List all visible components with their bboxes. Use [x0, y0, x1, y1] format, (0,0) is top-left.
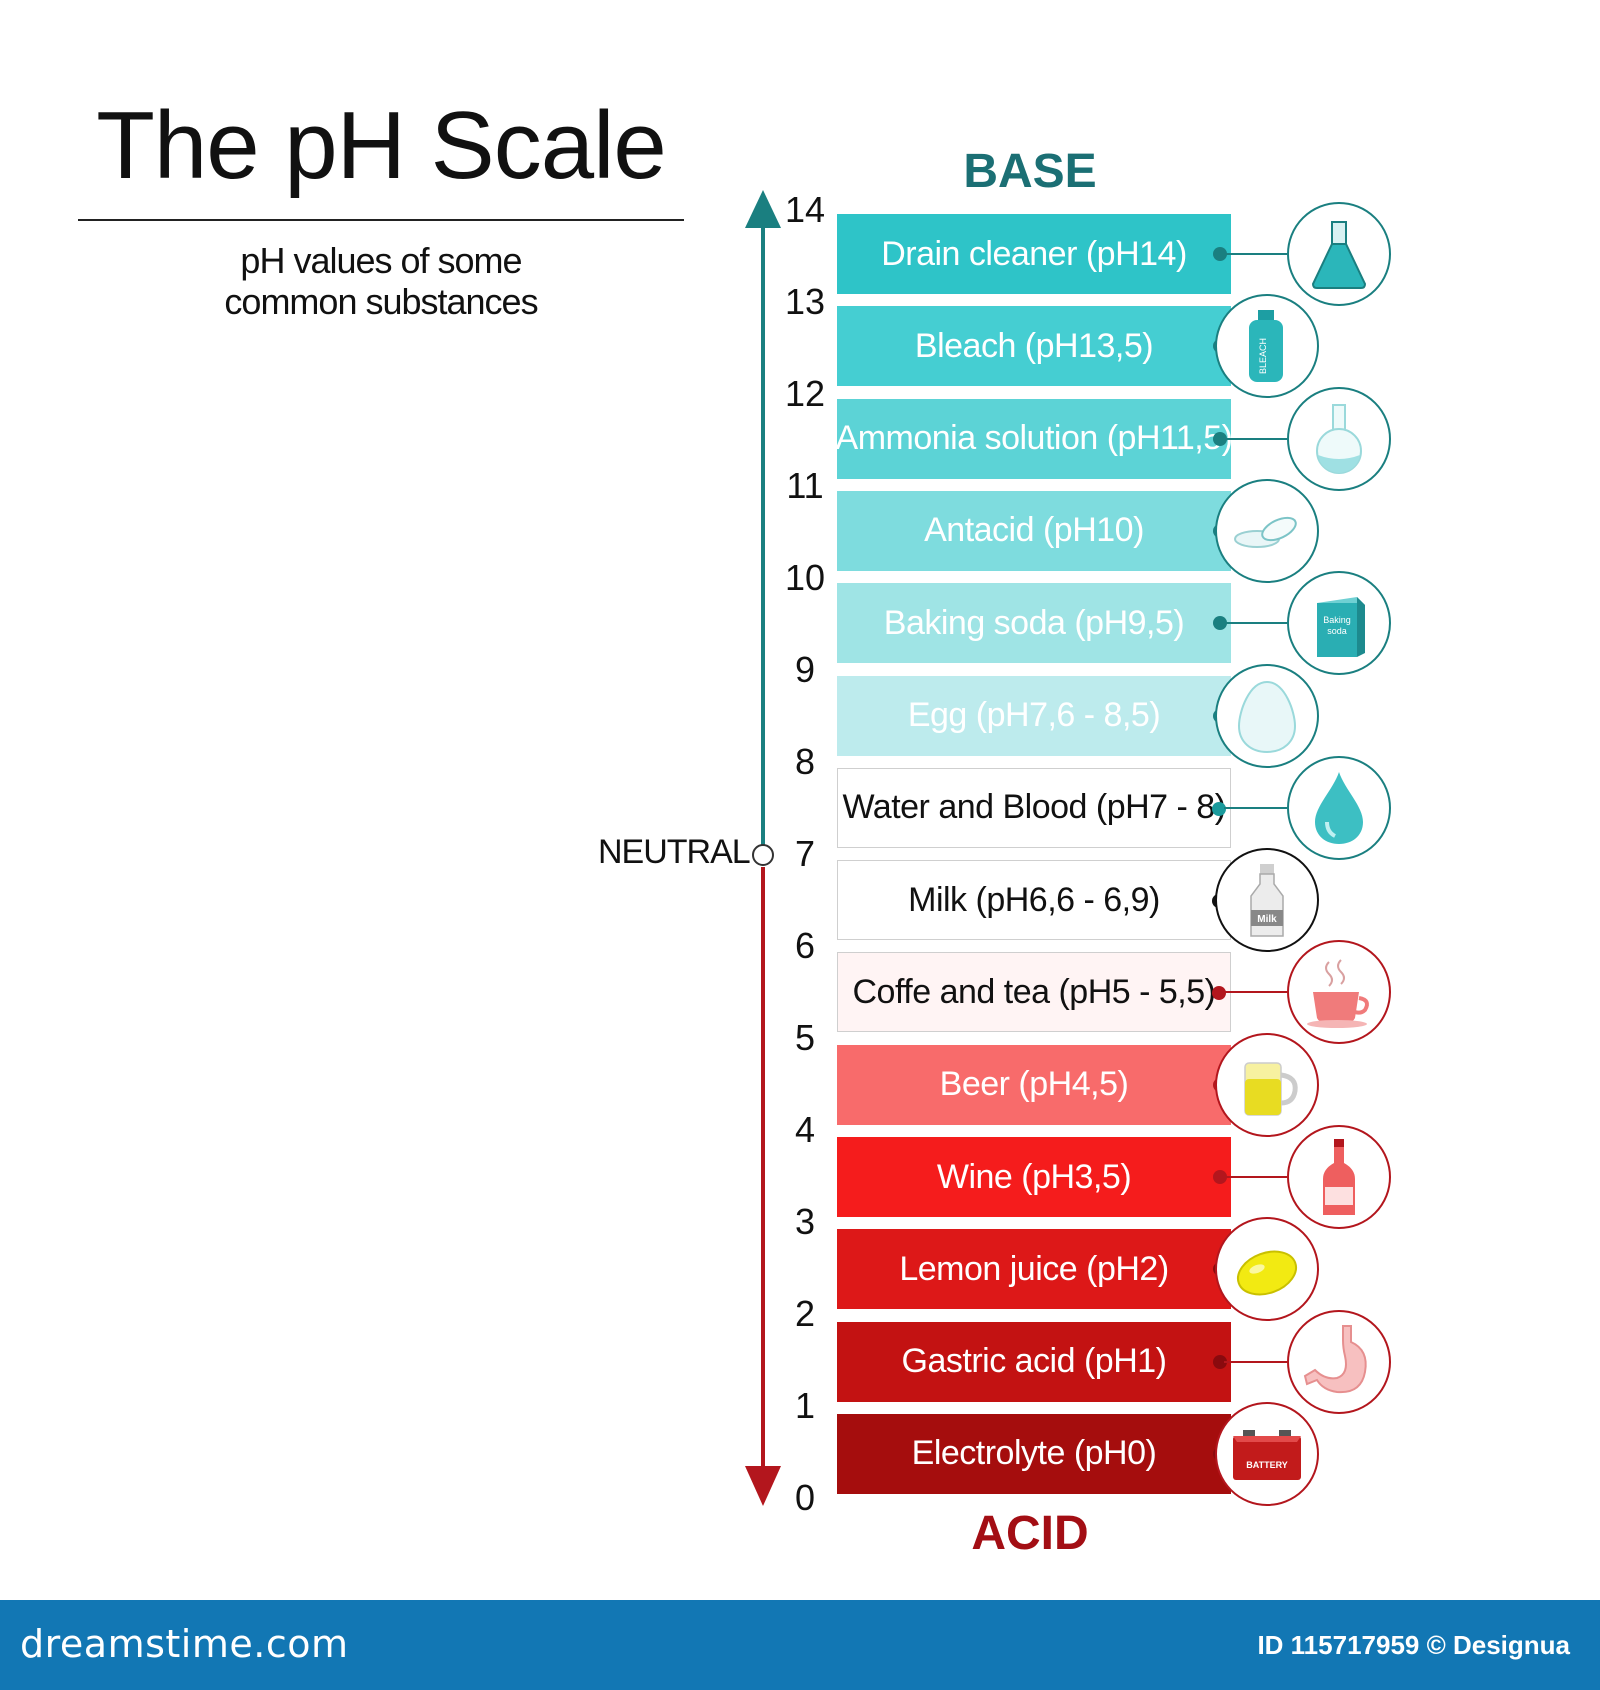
bleach-bottle-icon: BLEACH — [1215, 294, 1319, 399]
substance-label: Drain cleaner (pH14) — [881, 234, 1187, 273]
substance-bar: Beer (pH4,5) — [837, 1044, 1231, 1125]
wine-bottle-icon — [1287, 1125, 1391, 1229]
svg-text:BLEACH: BLEACH — [1258, 338, 1268, 374]
neutral-point — [752, 844, 774, 866]
axis-tick-8: 8 — [794, 741, 816, 782]
substance-bar: Water and Blood (pH7 - 8) — [837, 767, 1231, 848]
substance-label: Baking soda (pH9,5) — [883, 603, 1185, 642]
base-arrow-head — [745, 190, 781, 228]
connector-dot — [1212, 801, 1226, 816]
axis-tick-1: 1 — [794, 1385, 816, 1426]
svg-text:Baking: Baking — [1323, 615, 1351, 625]
substance-label: Electrolyte (pH0) — [911, 1434, 1157, 1473]
axis-tick-7: 7 — [794, 833, 816, 874]
axis-tick-10: 10 — [784, 557, 826, 598]
connector-dot — [1212, 986, 1226, 1001]
axis-tick-5: 5 — [794, 1017, 816, 1058]
substance-bar: Drain cleaner (pH14) — [837, 214, 1231, 294]
brand-logo[interactable]: dreamstime.com — [20, 1622, 349, 1666]
connector-dot — [1213, 247, 1227, 261]
connector-line — [1224, 1176, 1287, 1178]
neutral-label: NEUTRAL — [598, 833, 751, 871]
acid-arrow-head — [745, 1466, 781, 1506]
axis-tick-13: 13 — [784, 281, 826, 322]
page-title: The pH Scale — [96, 92, 667, 199]
connector-line — [1224, 806, 1287, 809]
base-label: BASE — [963, 145, 1097, 198]
axis-tick-3: 3 — [794, 1201, 816, 1242]
footer-bar: dreamstime.com ID 115717959 © Designua — [0, 1600, 1600, 1690]
connector-line — [1224, 253, 1287, 255]
svg-text:BATTERY: BATTERY — [1246, 1460, 1288, 1470]
substance-bar: Baking soda (pH9,5) — [837, 583, 1231, 664]
substance-label: Milk (pH6,6 - 6,9) — [908, 880, 1160, 919]
connector-dot — [1213, 1170, 1227, 1184]
axis-tick-9: 9 — [794, 649, 816, 690]
substance-bar: Lemon juice (pH2) — [837, 1229, 1231, 1310]
beer-mug-icon — [1215, 1032, 1319, 1137]
egg-icon — [1215, 663, 1319, 768]
substance-label: Ammonia solution (pH11,5) — [835, 419, 1233, 458]
substance-bar: Gastric acid (pH1) — [837, 1321, 1231, 1402]
subtitle-line-2: common substances — [224, 281, 538, 322]
svg-text:Milk: Milk — [1257, 914, 1277, 925]
stomach-icon — [1287, 1309, 1391, 1414]
connector-dot — [1213, 431, 1227, 446]
acid-label: ACID — [971, 1507, 1089, 1560]
substance-bar: Milk (pH6,6 - 6,9) — [837, 860, 1231, 941]
axis-tick-14: 14 — [784, 189, 826, 230]
subtitle-line-1: pH values of some — [240, 240, 522, 281]
battery-icon: BATTERY — [1215, 1401, 1319, 1506]
coffee-cup-icon — [1287, 940, 1391, 1045]
connector-line — [1224, 437, 1287, 440]
substance-bar: Wine (pH3,5) — [837, 1137, 1231, 1217]
axis-tick-2: 2 — [794, 1293, 816, 1334]
substance-bar: Electrolyte (pH0) — [837, 1413, 1231, 1494]
substance-label: Lemon juice (pH2) — [899, 1249, 1169, 1288]
lemon-icon — [1215, 1217, 1319, 1322]
flask-icon — [1287, 202, 1391, 306]
substance-label: Wine (pH3,5) — [936, 1157, 1132, 1196]
subtitle: pH values of some common substances — [78, 240, 684, 322]
image-credit: ID 115717959 © Designua — [1257, 1630, 1570, 1660]
milk-bottle-icon: Milk — [1215, 848, 1319, 953]
substance-bar: Ammonia solution (pH11,5) — [835, 398, 1233, 479]
substance-label: Beer (pH4,5) — [939, 1065, 1129, 1104]
axis-tick-12: 12 — [784, 373, 826, 414]
substance-label: Coffe and tea (pH5 - 5,5) — [852, 972, 1216, 1011]
substance-label: Antacid (pH10) — [924, 511, 1144, 550]
svg-text:soda: soda — [1327, 626, 1347, 636]
substance-bar: Coffe and tea (pH5 - 5,5) — [837, 952, 1231, 1033]
substance-label: Bleach (pH13,5) — [914, 326, 1154, 365]
tablet-icon — [1215, 478, 1319, 583]
substance-label: Egg (pH7,6 - 8,5) — [907, 696, 1161, 734]
connector-line — [1224, 1360, 1287, 1363]
connector-line — [1224, 622, 1287, 625]
substance-bar: Egg (pH7,6 - 8,5) — [837, 675, 1231, 756]
substance-bar: Antacid (pH10) — [837, 490, 1231, 571]
axis-tick-6: 6 — [794, 925, 816, 966]
round-flask-icon — [1287, 386, 1391, 491]
ph-axis — [745, 190, 781, 1506]
axis-tick-0: 0 — [794, 1477, 816, 1518]
water-drop-icon — [1287, 755, 1391, 860]
baking-soda-box-icon: Baking soda — [1287, 571, 1391, 676]
axis-tick-11: 11 — [786, 465, 824, 506]
connector-dot — [1213, 1354, 1227, 1369]
substance-label: Gastric acid (pH1) — [901, 1342, 1167, 1381]
axis-tick-4: 4 — [794, 1109, 816, 1150]
substance-label: Water and Blood (pH7 - 8) — [842, 788, 1226, 827]
substance-bar: Bleach (pH13,5) — [837, 306, 1231, 387]
connector-line — [1224, 991, 1287, 994]
title-divider — [78, 219, 684, 221]
connector-dot — [1213, 616, 1227, 631]
